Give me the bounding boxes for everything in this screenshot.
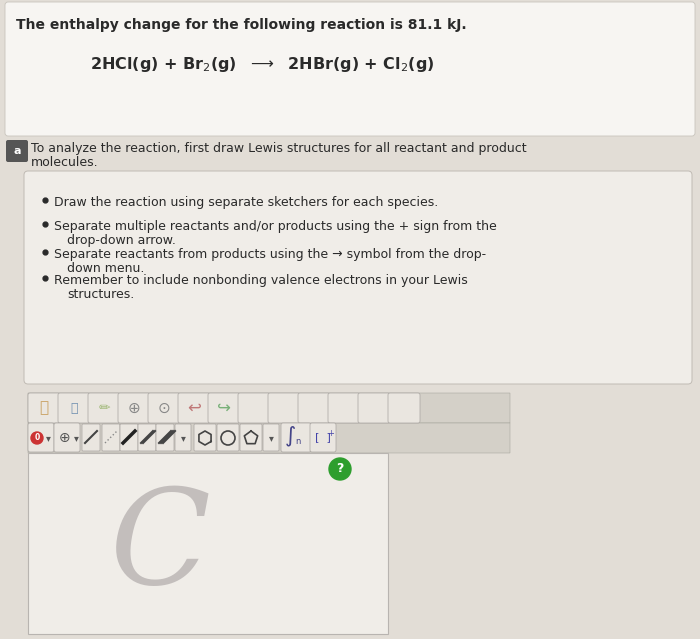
Text: [  ]: [ ]: [315, 432, 331, 442]
FancyBboxPatch shape: [298, 393, 330, 423]
Text: Separate reactants from products using the → symbol from the drop-: Separate reactants from products using t…: [54, 248, 486, 261]
FancyBboxPatch shape: [5, 2, 695, 136]
Text: ⊕: ⊕: [127, 401, 141, 415]
FancyBboxPatch shape: [240, 424, 262, 451]
Bar: [28, 423, 510, 453]
Text: ✋: ✋: [39, 401, 48, 415]
FancyBboxPatch shape: [268, 393, 300, 423]
FancyBboxPatch shape: [82, 424, 100, 451]
Text: ↪: ↪: [217, 399, 231, 417]
Text: ▾: ▾: [269, 433, 274, 443]
FancyBboxPatch shape: [54, 423, 80, 452]
FancyBboxPatch shape: [120, 424, 138, 451]
FancyBboxPatch shape: [175, 424, 191, 451]
Text: $\int$: $\int$: [284, 425, 296, 449]
Text: drop-down arrow.: drop-down arrow.: [67, 234, 176, 247]
FancyBboxPatch shape: [281, 423, 311, 452]
FancyBboxPatch shape: [388, 393, 420, 423]
FancyBboxPatch shape: [88, 393, 120, 423]
Circle shape: [31, 432, 43, 444]
Text: ⊕: ⊕: [60, 431, 71, 445]
FancyBboxPatch shape: [208, 393, 240, 423]
Circle shape: [329, 458, 351, 480]
FancyBboxPatch shape: [217, 424, 239, 451]
FancyBboxPatch shape: [6, 140, 28, 162]
Text: C: C: [109, 482, 211, 612]
Bar: [28, 393, 510, 423]
Text: down menu.: down menu.: [67, 262, 144, 275]
Text: Draw the reaction using separate sketchers for each species.: Draw the reaction using separate sketche…: [54, 196, 438, 209]
Text: n: n: [295, 436, 301, 445]
FancyBboxPatch shape: [28, 393, 60, 423]
Text: a: a: [13, 146, 21, 156]
FancyBboxPatch shape: [28, 423, 54, 452]
Text: 🔒: 🔒: [70, 401, 78, 415]
Text: molecules.: molecules.: [31, 156, 99, 169]
Text: The enthalpy change for the following reaction is 81.1 kJ.: The enthalpy change for the following re…: [16, 18, 467, 32]
Text: ⊙: ⊙: [158, 401, 170, 415]
FancyBboxPatch shape: [263, 424, 279, 451]
FancyBboxPatch shape: [58, 393, 90, 423]
FancyBboxPatch shape: [156, 424, 174, 451]
Text: ▾: ▾: [74, 433, 78, 443]
FancyBboxPatch shape: [310, 423, 336, 452]
FancyBboxPatch shape: [102, 424, 120, 451]
FancyBboxPatch shape: [358, 393, 390, 423]
FancyBboxPatch shape: [328, 393, 360, 423]
Text: ▾: ▾: [46, 433, 50, 443]
FancyBboxPatch shape: [138, 424, 156, 451]
Text: To analyze the reaction, first draw Lewis structures for all reactant and produc: To analyze the reaction, first draw Lewi…: [31, 142, 526, 155]
FancyBboxPatch shape: [178, 393, 210, 423]
Text: ↩: ↩: [187, 399, 201, 417]
FancyBboxPatch shape: [118, 393, 150, 423]
FancyBboxPatch shape: [194, 424, 216, 451]
FancyBboxPatch shape: [148, 393, 180, 423]
FancyBboxPatch shape: [238, 393, 270, 423]
Text: 0: 0: [34, 433, 40, 442]
Text: Separate multiple reactants and/or products using the + sign from the: Separate multiple reactants and/or produ…: [54, 220, 497, 233]
Text: ✏: ✏: [98, 401, 110, 415]
Text: Remember to include nonbonding valence electrons in your Lewis: Remember to include nonbonding valence e…: [54, 274, 468, 287]
Bar: [28, 453, 388, 634]
Text: 2HCl(g) + Br$_2$(g)  $\longrightarrow$  2HBr(g) + Cl$_2$(g): 2HCl(g) + Br$_2$(g) $\longrightarrow$ 2H…: [90, 55, 435, 74]
Text: +: +: [328, 429, 335, 438]
Text: structures.: structures.: [67, 288, 134, 301]
Text: ▾: ▾: [181, 433, 186, 443]
Text: ?: ?: [336, 463, 344, 475]
FancyBboxPatch shape: [24, 171, 692, 384]
